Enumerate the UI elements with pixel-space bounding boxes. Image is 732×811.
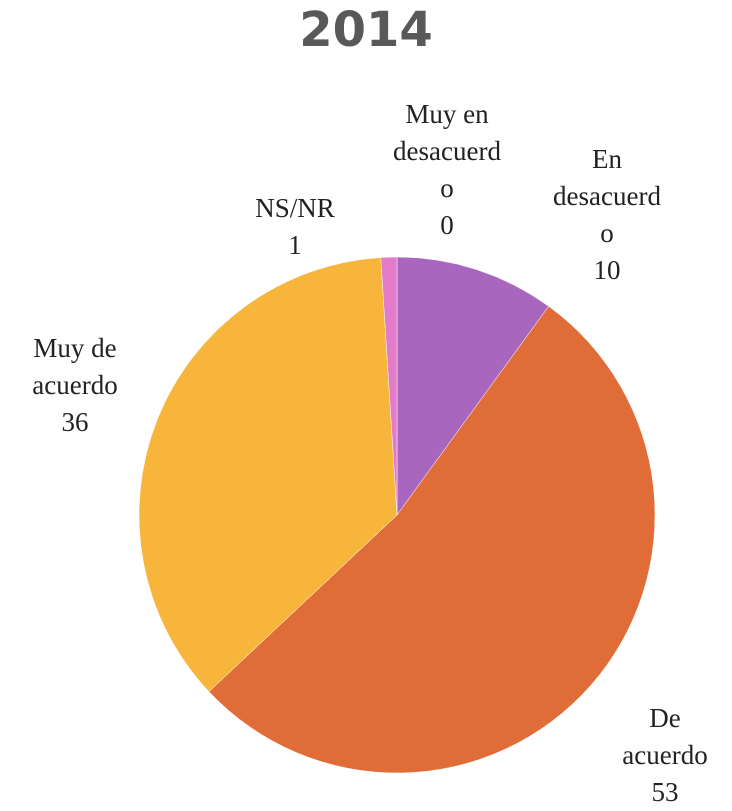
data-label: De acuerdo 53 (610, 700, 720, 811)
value-label: 1 (288, 230, 302, 260)
value-label: 53 (651, 777, 679, 807)
category-name: En desacuerdo (553, 144, 661, 248)
data-label: NS/NR 1 (240, 190, 350, 264)
pie-slice (396, 256, 549, 516)
data-label: Muy en desacuerdo 0 (392, 96, 502, 244)
data-label: Muy de acuerdo 36 (20, 330, 130, 441)
category-name: De acuerdo (622, 703, 708, 770)
category-name: Muy en desacuerdo (393, 99, 501, 203)
value-label: 10 (593, 255, 621, 285)
pie-slice (208, 305, 656, 774)
data-label: En desacuerdo 10 (552, 141, 662, 289)
category-name: Muy de acuerdo (32, 333, 118, 400)
value-label: 0 (440, 210, 454, 240)
pie-slice (380, 256, 398, 516)
pie-slice (138, 257, 398, 692)
value-label: 36 (61, 407, 89, 437)
category-name: NS/NR (255, 193, 335, 223)
chart-title: 2014 (299, 2, 433, 58)
